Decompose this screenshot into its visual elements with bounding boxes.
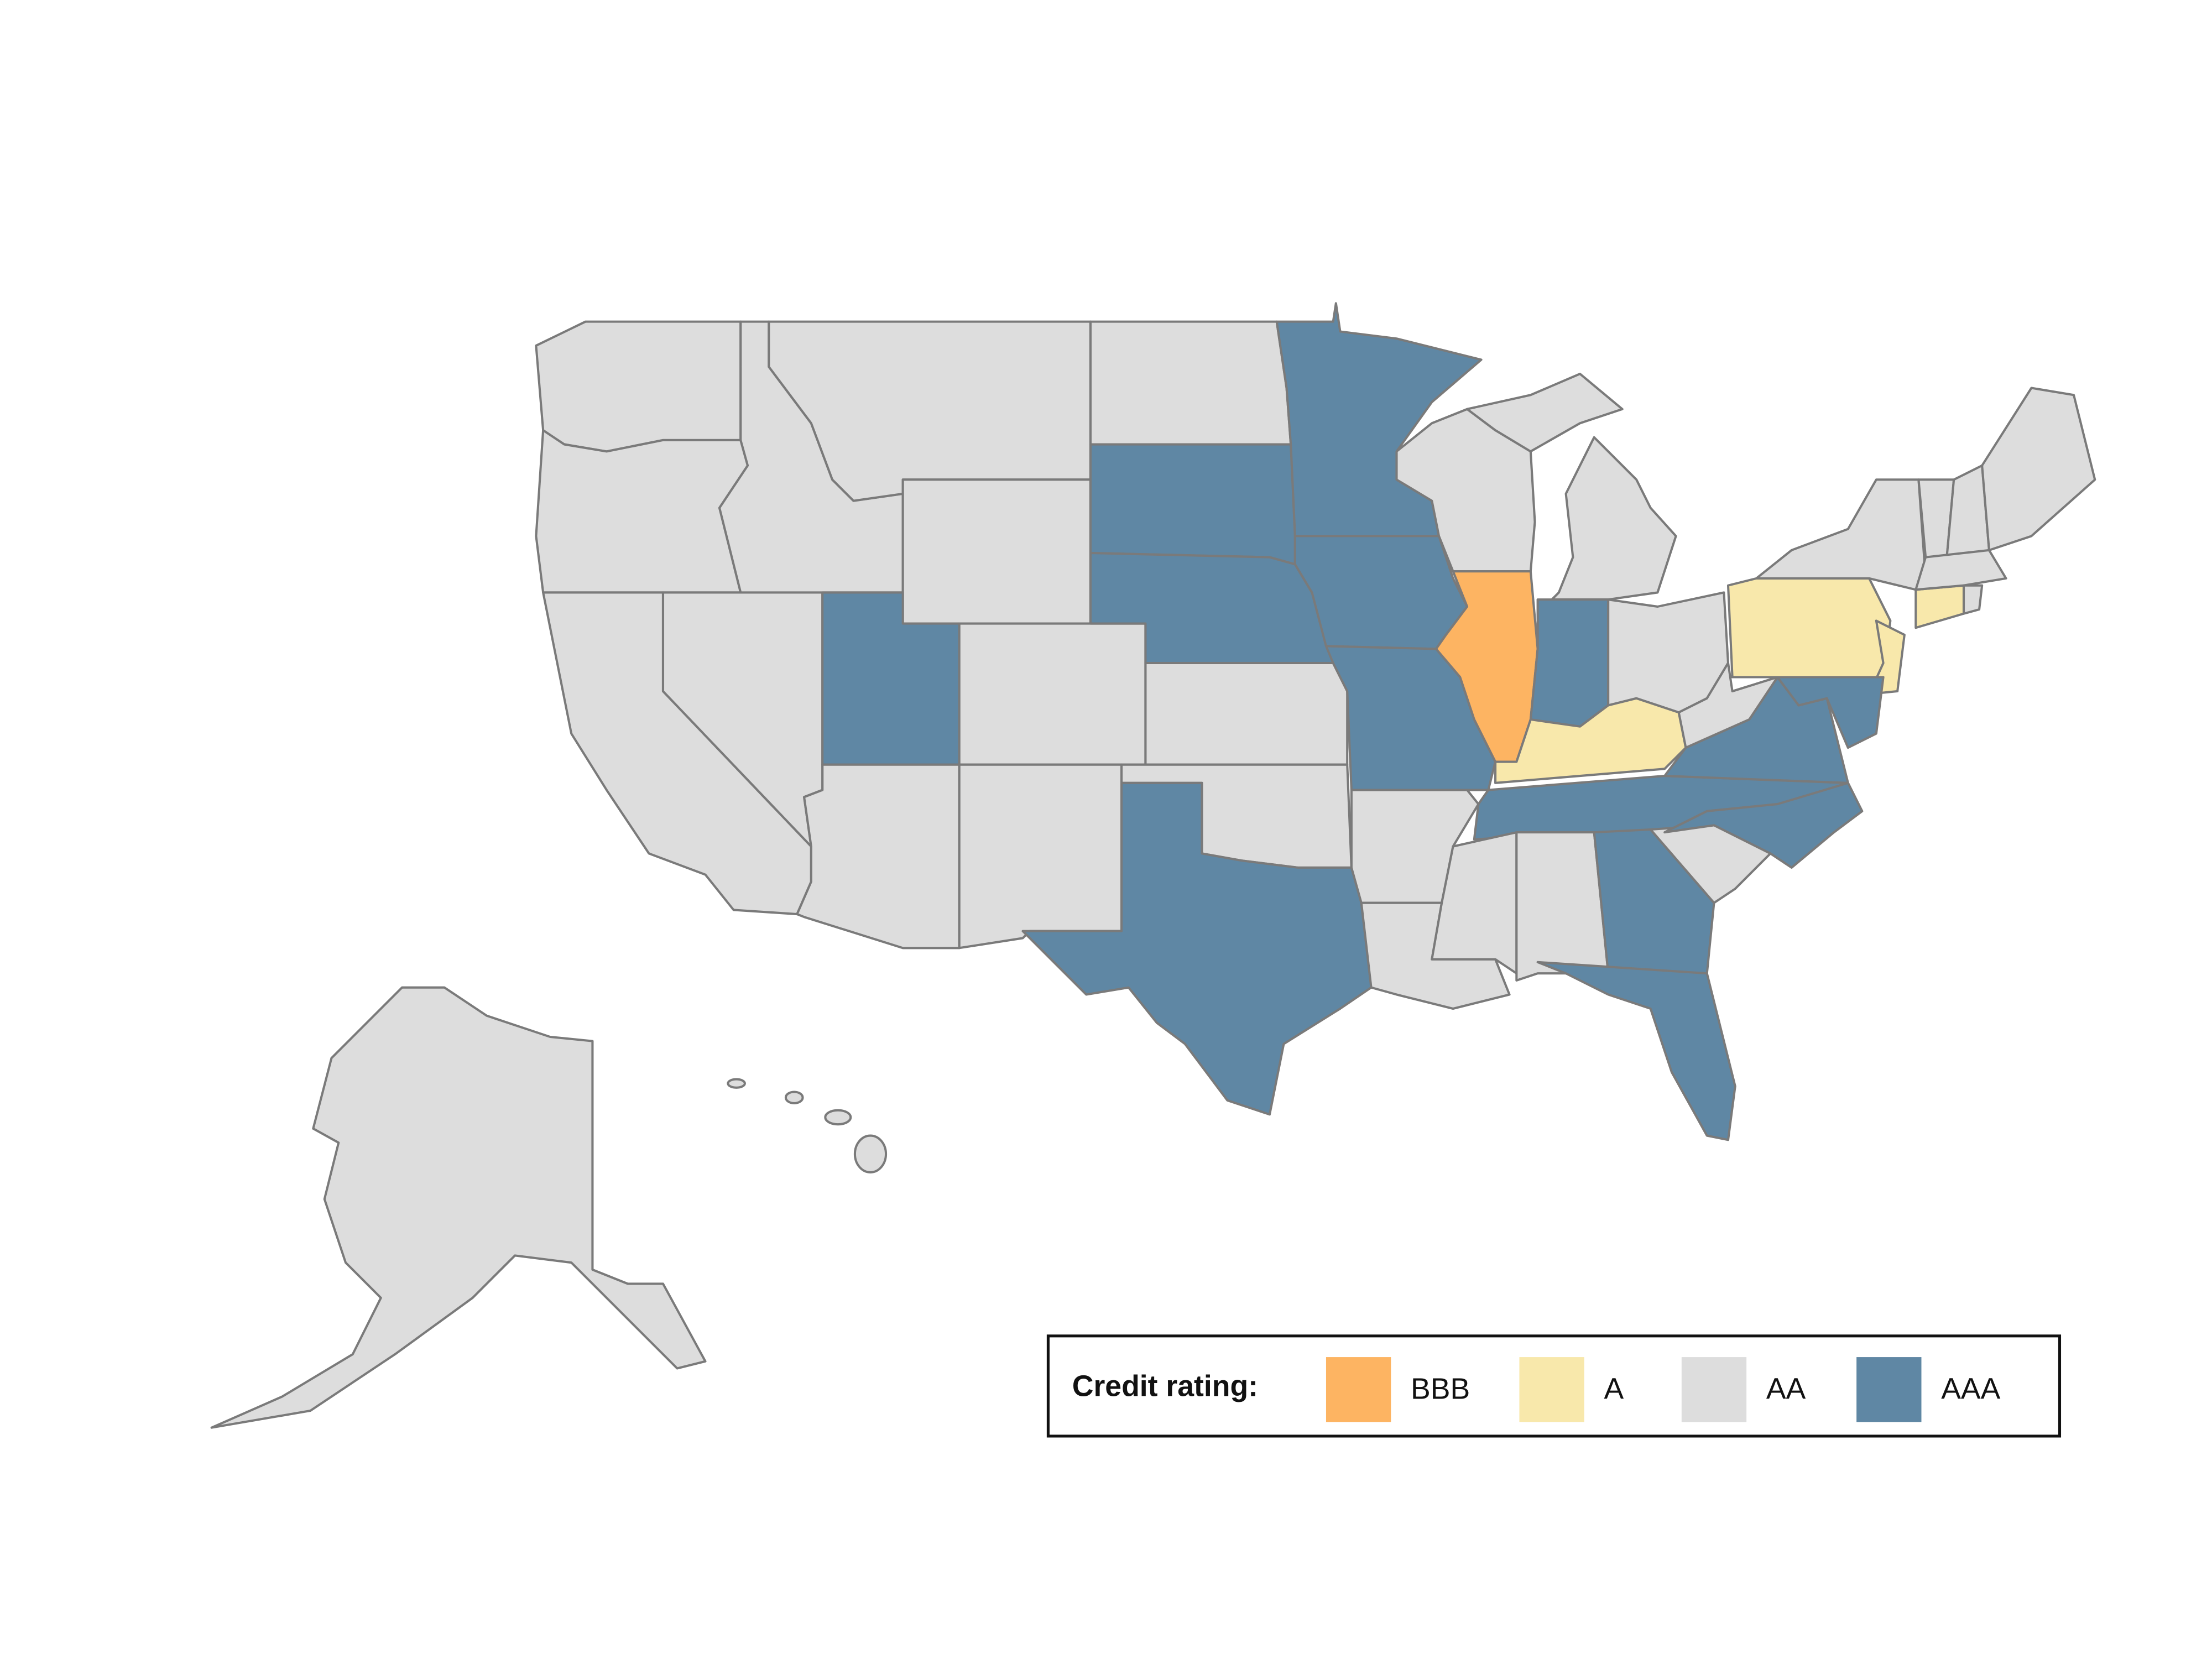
state [1914, 549, 2007, 591]
legend-label: BBB [1411, 1373, 1470, 1405]
legend-swatch [1856, 1357, 1922, 1422]
state [1776, 676, 1885, 749]
state [1144, 661, 1349, 766]
state [958, 622, 1147, 766]
state [1494, 697, 1687, 784]
legend-swatch [1681, 1357, 1747, 1422]
legend: Credit rating: BBB A AA AAA [1046, 1334, 2062, 1438]
state [535, 320, 742, 453]
state [853, 1134, 888, 1173]
state [1551, 436, 1677, 601]
state [824, 1109, 852, 1126]
state [1434, 570, 1539, 763]
state [1663, 781, 1864, 869]
state [1466, 372, 1624, 453]
state [784, 1091, 804, 1104]
state [796, 763, 961, 950]
legend-title: Credit rating: [1072, 1370, 1258, 1402]
legend-label: AA [1766, 1373, 1806, 1405]
state [1089, 443, 1296, 566]
legend-label: A [1604, 1373, 1624, 1405]
state [1726, 577, 1892, 679]
state [958, 763, 1123, 950]
state [1021, 781, 1373, 1116]
state [1677, 661, 1779, 749]
state [727, 1078, 746, 1089]
state [1593, 828, 1715, 975]
legend-label: AAA [1941, 1373, 2000, 1405]
state [1536, 961, 1736, 1141]
state [210, 986, 707, 1429]
state [1089, 320, 1292, 446]
legend-swatch [1519, 1357, 1584, 1422]
state [1868, 619, 1906, 696]
state [535, 429, 749, 594]
us-map [210, 302, 2096, 1429]
state [1395, 408, 1536, 573]
legend-swatch [1326, 1357, 1391, 1422]
state [901, 478, 1092, 625]
state [1515, 831, 1610, 982]
state [1962, 584, 1984, 615]
